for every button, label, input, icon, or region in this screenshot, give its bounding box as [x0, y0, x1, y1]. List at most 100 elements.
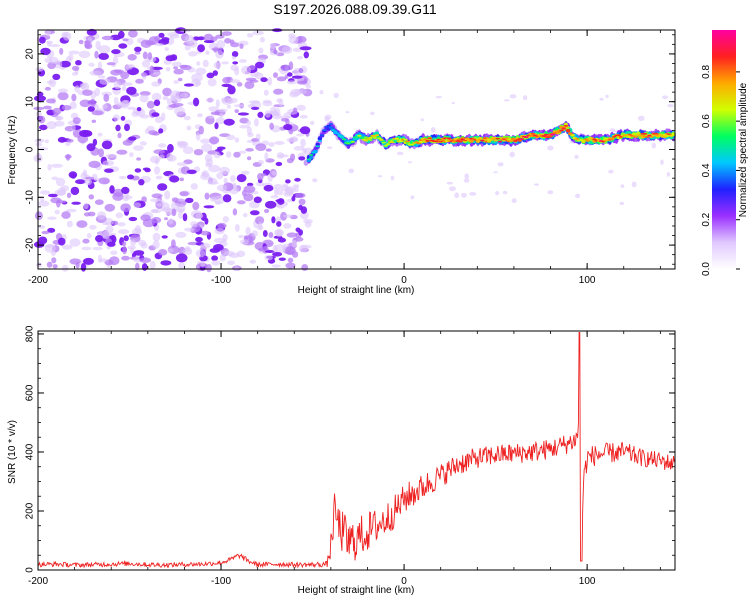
ridge-cell	[438, 140, 443, 143]
noise-blob	[98, 52, 109, 61]
noise-blob	[153, 149, 165, 155]
noise-blob	[122, 139, 133, 146]
snr-plot-area	[38, 331, 675, 570]
noise-blob	[291, 195, 296, 202]
noise-blob	[39, 190, 51, 195]
ridge-cell	[645, 136, 650, 138]
noise-blob	[74, 85, 80, 93]
noise-blob	[52, 264, 58, 269]
y-tick-label: 800	[25, 325, 36, 342]
noise-blob	[274, 141, 285, 145]
noise-blob	[200, 242, 211, 249]
noise-blob	[146, 100, 155, 109]
noise-blob	[134, 46, 142, 53]
noise-blob	[69, 101, 77, 110]
noise-blob	[255, 143, 267, 151]
noise-blob	[122, 38, 129, 42]
noise-blob	[253, 196, 262, 204]
colorbar-tick-label: 0.8	[701, 64, 712, 78]
noise-blob	[217, 222, 227, 229]
x-tick-label: -200	[28, 576, 48, 587]
x-tick-label: 0	[401, 275, 407, 286]
noise-blob	[267, 77, 273, 86]
noise-blob	[89, 224, 97, 230]
ridge-cell	[359, 137, 364, 140]
noise-blob	[162, 96, 169, 101]
noise-blob	[66, 192, 72, 199]
noise-blob	[104, 203, 116, 212]
noise-blob	[52, 73, 61, 81]
y-tick-label: 10	[25, 96, 36, 108]
noise-blob	[575, 193, 581, 199]
noise-blob	[273, 72, 278, 78]
noise-blob	[190, 221, 198, 227]
noise-blob	[70, 186, 80, 196]
noise-blob	[165, 67, 171, 72]
noise-blob	[104, 218, 114, 226]
noise-blob	[174, 106, 185, 116]
noise-blob	[223, 177, 228, 184]
noise-blob	[620, 184, 625, 188]
ridge-cell	[447, 137, 452, 140]
noise-blob	[105, 225, 114, 234]
noise-blob	[221, 31, 232, 36]
noise-blob	[109, 185, 115, 194]
noise-blob	[226, 151, 232, 158]
noise-blob	[237, 112, 249, 116]
noise-blob	[151, 92, 162, 102]
noise-blob	[276, 204, 285, 209]
noise-blob	[97, 132, 103, 137]
ridge-cell	[570, 134, 575, 137]
noise-blob	[244, 81, 255, 89]
noise-blob	[251, 106, 260, 110]
noise-blob	[608, 169, 614, 174]
noise-blob	[33, 106, 45, 111]
spectrogram-y-ticks: -20 -10 0 10 20	[25, 34, 675, 265]
noise-blob	[36, 91, 44, 97]
ridge-cell	[469, 139, 474, 143]
noise-blob	[83, 257, 94, 265]
noise-blob	[168, 104, 180, 108]
ridge-cell	[377, 137, 382, 140]
noise-blob	[184, 227, 195, 232]
noise-blob	[239, 43, 244, 49]
noise-blob	[605, 94, 609, 98]
noise-blob	[236, 250, 246, 258]
noise-blob	[221, 97, 231, 103]
noise-blob	[182, 213, 188, 222]
noise-blob	[115, 124, 121, 132]
noise-blob	[200, 173, 211, 181]
noise-blob	[142, 51, 148, 60]
noise-blob	[61, 105, 72, 111]
noise-blob	[71, 72, 78, 76]
ridge-cell	[524, 136, 529, 139]
noise-blob	[140, 72, 148, 77]
noise-blob	[203, 205, 215, 209]
noise-blob	[95, 40, 101, 50]
noise-blob	[195, 236, 203, 243]
noise-blob	[78, 50, 91, 59]
noise-blob	[71, 65, 80, 71]
ridge-cell	[482, 137, 487, 140]
noise-blob	[134, 168, 142, 173]
noise-blob	[160, 260, 172, 266]
snr-y-axis-label: SNR (10 * v/v)	[7, 420, 18, 484]
noise-blob	[263, 89, 269, 96]
noise-blob	[166, 98, 172, 106]
noise-blob	[651, 142, 656, 149]
noise-blob	[258, 221, 263, 230]
noise-blob	[449, 186, 456, 192]
noise-blob	[110, 250, 118, 256]
ridge-cell	[528, 135, 533, 138]
noise-blob	[140, 242, 148, 249]
noise-blob	[51, 257, 57, 264]
noise-blob	[370, 111, 375, 116]
noise-blob	[34, 95, 46, 102]
noise-blob	[182, 247, 193, 255]
noise-blob	[75, 60, 82, 66]
noise-blob	[223, 118, 235, 126]
noise-blob	[234, 137, 240, 143]
ridge-cell	[368, 136, 373, 139]
noise-blob	[222, 194, 232, 203]
noise-blob	[245, 148, 254, 152]
